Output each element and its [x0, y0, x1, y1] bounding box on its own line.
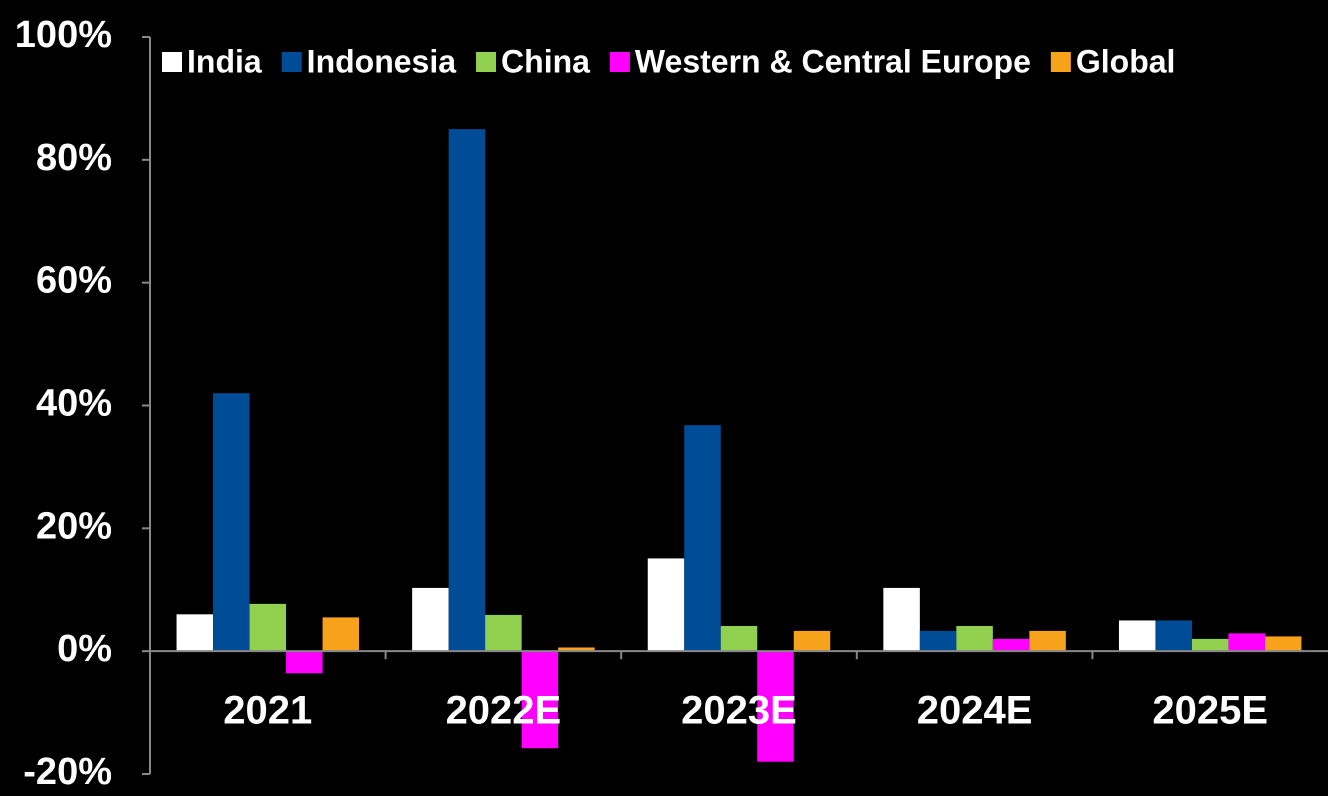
y-tick-label: 0% [57, 628, 112, 670]
legend-label: India [187, 43, 262, 79]
bar [213, 393, 250, 652]
bar [793, 630, 831, 652]
bar [684, 425, 721, 652]
bar [521, 651, 559, 749]
bar [249, 603, 287, 652]
legend-swatch [1050, 52, 1071, 72]
legend-swatch [281, 52, 302, 72]
y-tick-label: -20% [23, 751, 112, 793]
x-tick-label: 2023E [681, 689, 797, 733]
y-tick-label: 80% [36, 137, 112, 179]
bar [992, 638, 1030, 652]
bar [412, 587, 449, 652]
y-tick-label: 20% [36, 505, 112, 547]
legend-label: China [501, 43, 590, 79]
bar [1029, 630, 1066, 652]
bar [956, 625, 993, 652]
bar [1118, 620, 1156, 652]
bar [286, 651, 323, 674]
legend-swatch [476, 52, 497, 72]
legend-label: Western & Central Europe [635, 43, 1031, 79]
bar [1191, 638, 1229, 652]
bar [558, 647, 595, 652]
bar [322, 617, 360, 652]
x-tick-label: 2021 [223, 689, 312, 733]
x-tick-label: 2024E [917, 689, 1033, 733]
legend-swatch [609, 52, 630, 72]
x-tick-label: 2022E [446, 689, 562, 733]
bar [1264, 636, 1302, 652]
bar [883, 587, 920, 652]
y-tick-label: 60% [36, 260, 112, 302]
legend-swatch [162, 52, 182, 72]
legend-label: Indonesia [307, 43, 457, 79]
bar [1155, 620, 1192, 652]
y-tick-label: 100% [15, 14, 112, 56]
bar [485, 614, 522, 652]
legend-label: Global [1076, 43, 1176, 79]
bar [1228, 633, 1265, 652]
y-tick-label: 40% [36, 383, 112, 425]
bar [448, 129, 486, 652]
bar [919, 630, 957, 652]
bar [757, 651, 794, 762]
bar [720, 625, 758, 652]
bar [176, 614, 214, 652]
x-tick-label: 2025E [1152, 689, 1268, 733]
bar [647, 558, 685, 652]
